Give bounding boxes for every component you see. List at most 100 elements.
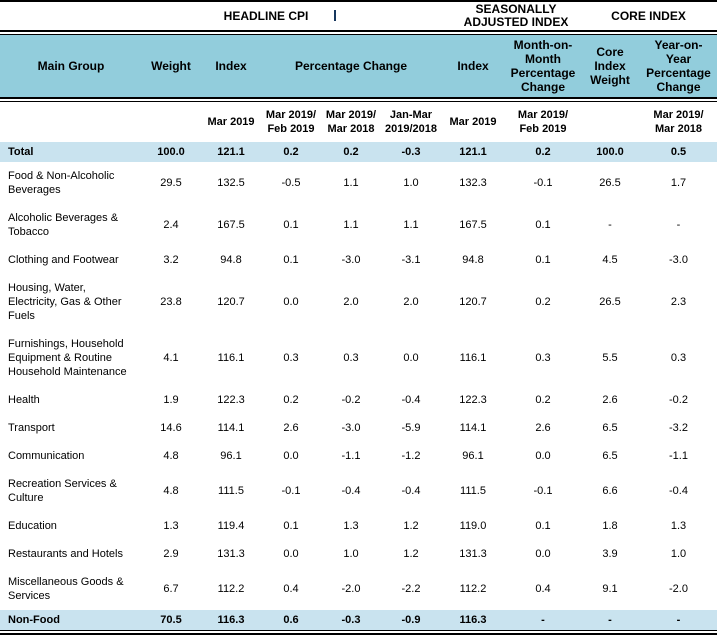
cell-value: 14.6: [160, 422, 182, 434]
cell-value: 4.5: [602, 254, 618, 266]
cell-value: 0.2: [506, 142, 580, 162]
empty-cell: [580, 102, 640, 143]
cell-value: 1.0: [670, 548, 687, 560]
cell-value: 0.3: [283, 352, 299, 364]
table-row: Restaurants and Hotels 2.9 131.3 0.0 1.0 1.2 1…: [0, 540, 717, 568]
cell-value: 1.0: [343, 548, 359, 560]
cell-value: -: [676, 219, 681, 231]
cell-value: 0.1: [535, 254, 551, 266]
col-header-main-group: Main Group: [0, 34, 142, 98]
row-label: Housing, Water, Electricity, Gas & Other…: [8, 282, 122, 322]
cell-value: 0.0: [283, 450, 299, 462]
group-header-row: HEADLINE CPI SEASONALLY ADJUSTED INDEX C…: [0, 1, 717, 31]
cell-value: 0.1: [535, 520, 551, 532]
cell-value: -3.0: [341, 254, 361, 266]
row-label: Furnishings, Household Equipment & Routi…: [8, 338, 127, 378]
cell-value: 100.0: [142, 142, 200, 162]
cell-value: 0.1: [283, 520, 299, 532]
cell-value: 0.0: [283, 296, 299, 308]
table-row: Transport 14.6 114.1 2.6 -3.0 -5.9 114.1 2.6 6.5…: [0, 414, 717, 442]
cell-value: 121.1: [200, 142, 262, 162]
cell-value: 119.4: [217, 520, 245, 532]
cell-value: -5.9: [401, 422, 421, 434]
cell-value: 6.7: [163, 583, 179, 595]
cell-value: 0.0: [403, 352, 419, 364]
cell-value: 1.0: [403, 177, 419, 189]
cell-value: 0.2: [320, 142, 382, 162]
cell-value: 0.2: [535, 394, 551, 406]
col-header-percentage-change: Percentage Change: [262, 34, 440, 98]
cell-value: -0.3: [320, 610, 382, 631]
cell-value: 0.2: [283, 394, 299, 406]
col-header-mom-percentage-change: Month-on- Month Percentage Change: [506, 34, 580, 98]
cell-value: 116.3: [440, 610, 506, 631]
cell-value: 1.1: [343, 177, 359, 189]
cell-value: 2.6: [283, 422, 299, 434]
table-body: Total 100.0 121.1 0.2 0.2 -0.3 121.1 0.2 100.0 0.…: [0, 142, 717, 631]
column-header-row: Main Group Weight Index Percentage Chang…: [0, 34, 717, 98]
double-rule-mid: [0, 97, 717, 102]
table-row: Clothing and Footwear 3.2 94.8 0.1 -3.0 -3.1 9…: [0, 246, 717, 274]
cell-value: 70.5: [142, 610, 200, 631]
cell-value: 111.5: [218, 485, 244, 497]
cell-value: 0.3: [535, 352, 551, 364]
group-header-core-index: CORE INDEX: [611, 8, 686, 23]
group-header-headline-cpi: HEADLINE CPI: [223, 8, 309, 23]
col-header-sa-index: Index: [440, 34, 506, 98]
cell-value: -2.0: [669, 583, 688, 595]
cell-value: 0.4: [535, 583, 551, 595]
cell-value: 29.5: [160, 177, 182, 189]
cell-value: 2.9: [163, 548, 179, 560]
cell-value: 120.7: [217, 296, 245, 308]
cell-value: 1.2: [403, 548, 419, 560]
cell-value: 131.3: [459, 548, 487, 560]
table-row: Non-Food 70.5 116.3 0.6 -0.3 -0.9 116.3- - -: [0, 610, 717, 631]
cell-value: 122.3: [459, 394, 487, 406]
cell-value: 5.5: [602, 352, 618, 364]
col-header-core-index-weight: Core Index Weight: [580, 34, 640, 98]
cell-value: 116.3: [200, 610, 262, 631]
cell-value: -2.0: [341, 583, 361, 595]
cell-value: -: [640, 610, 717, 631]
cell-value: -0.1: [533, 177, 553, 189]
row-label: Communication: [8, 450, 85, 462]
cell-value: 167.5: [459, 219, 487, 231]
table-row: Food & Non-Alcoholic Beverages 29.5 132.5 -…: [0, 162, 717, 204]
cell-value: 0.1: [283, 254, 299, 266]
table-row: Health 1.9 122.3 0.2 -0.2 -0.4 122.3 0.2 2.6 -0.2: [0, 386, 717, 414]
cell-value: 94.8: [220, 254, 242, 266]
cell-value: 23.8: [160, 296, 182, 308]
row-label: Clothing and Footwear: [8, 254, 119, 266]
cell-value: 1.3: [163, 520, 179, 532]
cell-value: 4.8: [163, 485, 179, 497]
row-label: Transport: [8, 422, 55, 434]
period-sa-chg: Mar 2019/ Feb 2019: [517, 109, 569, 135]
period-chg-mom: Mar 2019/ Feb 2019: [265, 109, 317, 135]
cell-value: -: [580, 610, 640, 631]
cell-value: -0.9: [382, 610, 440, 631]
cell-value: 1.3: [343, 520, 359, 532]
cell-value: 2.3: [670, 296, 687, 308]
cell-value: -0.3: [382, 142, 440, 162]
cell-value: -: [506, 610, 580, 631]
table-row: Alcoholic Beverages & Tobacco 2.4 167.5 0.1…: [0, 204, 717, 246]
cell-value: 167.5: [217, 219, 245, 231]
cell-value: 112.2: [459, 583, 487, 595]
cell-value: -1.1: [669, 450, 688, 462]
period-core-chg: Mar 2019/ Mar 2018: [653, 109, 704, 135]
cell-value: -0.2: [341, 394, 361, 406]
cell-value: 9.1: [602, 583, 618, 595]
cell-value: 2.0: [343, 296, 359, 308]
period-header-row: Mar 2019 Mar 2019/ Feb 2019 Mar 2019/ Ma…: [0, 102, 717, 143]
cell-value: -0.1: [281, 485, 301, 497]
cell-value: 0.4: [283, 583, 299, 595]
stray-cursor-mark: [334, 10, 336, 21]
cell-value: -0.4: [401, 394, 421, 406]
cell-value: 0.0: [283, 548, 299, 560]
cell-value: 116.1: [217, 352, 245, 364]
cell-value: 26.5: [599, 177, 621, 189]
cell-value: 4.8: [163, 450, 179, 462]
cell-value: -1.1: [341, 450, 361, 462]
